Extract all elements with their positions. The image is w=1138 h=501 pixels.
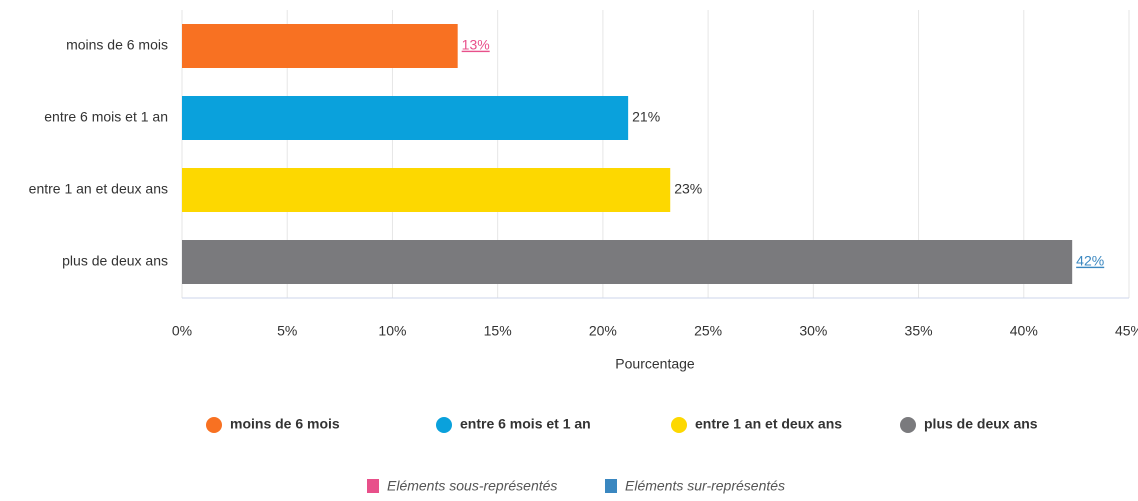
note-marker — [605, 479, 617, 493]
y-tick-label: entre 1 an et deux ans — [29, 181, 168, 197]
y-tick-label: plus de deux ans — [62, 253, 168, 269]
x-tick-label: 30% — [799, 323, 827, 339]
legend-marker — [900, 417, 916, 433]
x-tick-label: 45% — [1115, 323, 1138, 339]
data-label: 21% — [632, 109, 660, 125]
data-label: 23% — [674, 181, 702, 197]
legend-label: plus de deux ans — [924, 416, 1038, 432]
x-tick-label: 35% — [905, 323, 933, 339]
x-tick-label: 10% — [378, 323, 406, 339]
x-axis-label: Pourcentage — [615, 356, 695, 372]
bar — [182, 240, 1073, 284]
data-label: 42% — [1076, 253, 1104, 269]
y-tick-label: entre 6 mois et 1 an — [44, 109, 168, 125]
bar — [182, 24, 458, 68]
legend-marker — [206, 417, 222, 433]
legend-label: entre 1 an et deux ans — [695, 416, 842, 432]
x-tick-label: 20% — [589, 323, 617, 339]
bar — [182, 168, 671, 212]
y-tick-label: moins de 6 mois — [66, 37, 168, 53]
legend-marker — [436, 417, 452, 433]
bar — [182, 96, 629, 140]
note-marker — [367, 479, 379, 493]
note-label: Eléments sous-représentés — [387, 478, 557, 494]
legend-marker — [671, 417, 687, 433]
data-label: 13% — [462, 37, 490, 53]
legend-label: moins de 6 mois — [230, 416, 340, 432]
x-tick-label: 5% — [277, 323, 297, 339]
x-tick-label: 25% — [694, 323, 722, 339]
note-label: Eléments sur-représentés — [625, 478, 785, 494]
x-tick-label: 40% — [1010, 323, 1038, 339]
x-tick-label: 15% — [484, 323, 512, 339]
legend-label: entre 6 mois et 1 an — [460, 416, 591, 432]
x-tick-label: 0% — [172, 323, 192, 339]
